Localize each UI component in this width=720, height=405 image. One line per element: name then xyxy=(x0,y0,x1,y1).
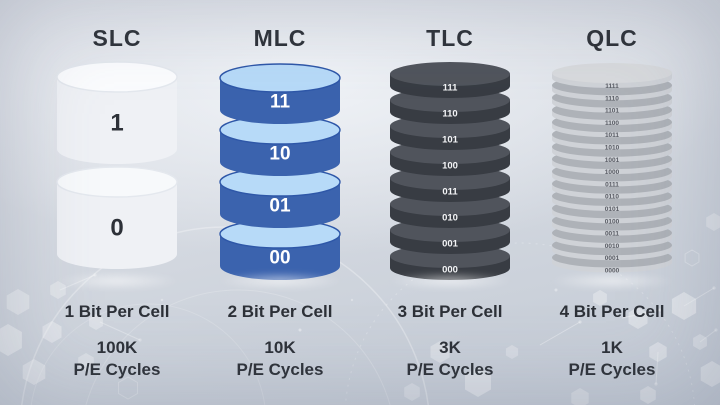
disk-top-surface xyxy=(390,62,510,86)
bits-per-cell-label: 3 Bit Per Cell xyxy=(397,302,503,321)
column-mlc: MLC 11 10 01 00 2 Bit Per Cell 10K P/E Cycl… xyxy=(200,0,360,405)
pe-cycles-block: 1K P/E Cycles xyxy=(532,337,692,380)
pe-cycles-unit: P/E Cycles xyxy=(73,359,161,379)
pe-cycles-block: 100K P/E Cycles xyxy=(37,337,197,380)
cell-level-label: 0010 xyxy=(605,243,620,250)
cell-level-label: 001 xyxy=(442,239,459,250)
cell-stack-tlc: 111 110 101 100 011 010 001 000 xyxy=(390,62,510,280)
cell-level-label: 1111 xyxy=(605,83,619,90)
pe-cycles-unit: P/E Cycles xyxy=(236,359,324,379)
pe-cycles-value: 10K xyxy=(264,338,296,357)
pe-cycles-block: 3K P/E Cycles xyxy=(370,337,530,380)
cell-level-label: 010 xyxy=(442,213,458,224)
column-title-slc: SLC xyxy=(92,25,142,51)
cell-level-label: 0011 xyxy=(605,231,619,238)
cell-level-label: 111 xyxy=(443,83,459,94)
bits-per-cell-label: 1 Bit Per Cell xyxy=(64,302,170,321)
cell-level-label: 1100 xyxy=(605,120,619,127)
column-qlc: QLC 1111 1110 1101 1100 1011 1010 1001 1000 0111… xyxy=(532,0,692,405)
column-title-tlc: TLC xyxy=(426,25,474,51)
cell-level-label: 1 xyxy=(110,110,123,137)
floor-reflection xyxy=(550,272,674,290)
pe-cycles-value: 100K xyxy=(96,338,138,357)
cell-level-label: 101 xyxy=(442,135,459,146)
cell-level-label: 1110 xyxy=(605,95,619,102)
bits-per-cell-label: 2 Bit Per Cell xyxy=(227,302,333,321)
cell-level-label: 0000 xyxy=(605,268,620,275)
cell-level-label: 1101 xyxy=(605,108,619,115)
cell-level-label: 0 xyxy=(110,215,123,242)
cell-level-label: 0110 xyxy=(605,194,619,201)
floor-reflection xyxy=(388,272,512,290)
pe-cycles-value: 3K xyxy=(439,338,461,357)
pe-cycles-unit: P/E Cycles xyxy=(568,359,656,379)
cell-level-label: 00 xyxy=(269,248,290,269)
memory-cell-disk xyxy=(57,182,177,269)
floor-reflection xyxy=(218,272,342,290)
cell-level-label: 01 xyxy=(269,196,291,217)
cell-level-label: 1010 xyxy=(605,145,620,152)
cell-level-label: 1001 xyxy=(605,157,620,164)
cell-level-label: 011 xyxy=(442,187,458,198)
bits-per-cell-label: 4 Bit Per Cell xyxy=(559,302,665,321)
cell-level-label: 11 xyxy=(270,92,291,113)
cell-level-label: 0111 xyxy=(605,181,619,188)
cell-level-label: 0001 xyxy=(605,255,620,262)
cell-level-label: 1000 xyxy=(605,169,620,176)
disk-top-surface xyxy=(56,166,178,198)
column-title-qlc: QLC xyxy=(586,25,638,51)
column-title-mlc: MLC xyxy=(253,25,307,51)
memory-cell-disk xyxy=(57,77,177,164)
cell-stack-qlc: 1111 1110 1101 1100 1011 1010 1001 1000 0111 0110… xyxy=(552,63,672,275)
disk-top-surface xyxy=(219,63,341,93)
pe-cycles-block: 10K P/E Cycles xyxy=(200,337,360,380)
floor-reflection xyxy=(55,272,179,290)
disk-top-surface xyxy=(552,63,672,83)
column-tlc: TLC 111 110 101 100 011 010 001 000 3 Bit Per C… xyxy=(370,0,530,405)
cell-level-label: 100 xyxy=(442,161,458,172)
cell-level-label: 0100 xyxy=(605,218,620,225)
cell-stack-slc: 10 xyxy=(56,61,178,269)
cell-level-label: 000 xyxy=(442,265,458,276)
pe-cycles-unit: P/E Cycles xyxy=(406,359,494,379)
pe-cycles-value: 1K xyxy=(601,338,623,357)
cell-level-label: 0101 xyxy=(605,206,620,213)
cell-stack-mlc: 11 10 01 00 xyxy=(219,63,341,280)
cell-level-label: 10 xyxy=(269,144,290,165)
disk-top-surface xyxy=(56,61,178,93)
cell-level-label: 110 xyxy=(442,109,457,120)
cell-level-label: 1011 xyxy=(605,132,619,139)
